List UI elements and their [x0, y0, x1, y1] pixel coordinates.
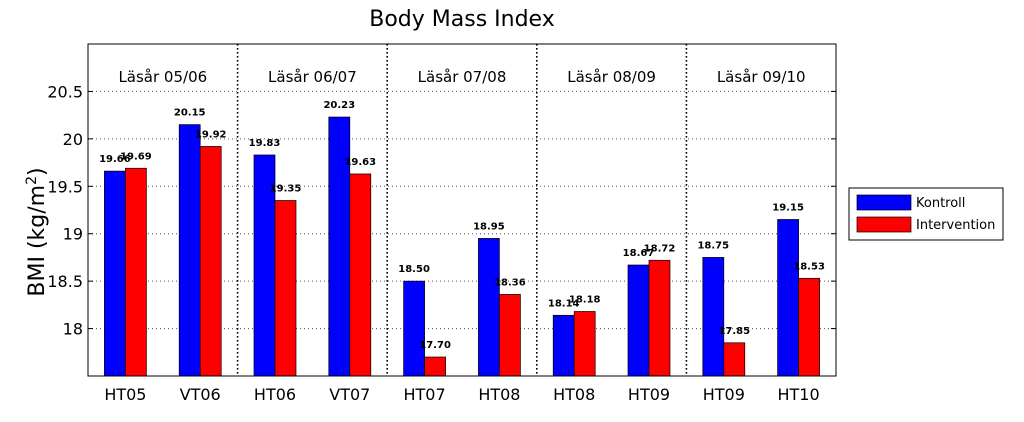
x-tick-label: HT08 — [478, 385, 520, 404]
x-tick-label: HT10 — [778, 385, 820, 404]
data-label-intervention: 19.63 — [344, 157, 376, 168]
data-label-kontroll: 18.50 — [398, 264, 430, 275]
bar-kontroll — [104, 170, 126, 377]
plot-frame — [87, 43, 837, 377]
y-tick-label: 18.5 — [47, 272, 83, 291]
data-label-kontroll: 19.66 — [99, 154, 131, 165]
bar-kontroll — [702, 257, 725, 377]
bar-kontroll — [777, 219, 799, 377]
bar-kontroll — [627, 264, 650, 377]
x-tick-label: HT07 — [404, 385, 446, 404]
y-axis-label: BMI (kg/m2) — [24, 167, 50, 296]
data-label-kontroll: 20.23 — [323, 100, 355, 111]
data-label-intervention: 19.69 — [120, 151, 152, 162]
data-label-kontroll: 20.15 — [174, 108, 206, 119]
bar-kontroll — [178, 124, 201, 377]
bar-intervention — [798, 277, 820, 377]
chart-title: Body Mass Index — [369, 7, 554, 32]
data-label-kontroll: 18.95 — [473, 221, 505, 232]
x-tick-label: HT09 — [628, 385, 670, 404]
legend-label-kontroll: Kontroll — [916, 196, 965, 211]
bar-kontroll — [552, 314, 575, 377]
y-tick-label: 20.5 — [47, 82, 83, 101]
data-label-kontroll: 18.75 — [697, 240, 729, 251]
period-separators — [236, 44, 688, 376]
bar-intervention — [499, 294, 521, 377]
bar-kontroll — [403, 280, 425, 377]
y-tick-label: 18 — [63, 320, 83, 339]
bar-kontroll — [328, 116, 351, 377]
data-label-intervention: 19.92 — [195, 129, 227, 140]
bar-intervention — [349, 173, 372, 377]
x-tick-labels: HT05 VT06 HT06 VT07 HT07 HT08 HT08 HT09 HT09 HT10 — [104, 385, 819, 404]
period-labels: Läsår 05/06 Läsår 06/07 Läsår 07/08 Läsår 0… — [118, 68, 805, 86]
bar-intervention — [274, 200, 297, 377]
legend-swatch-intervention — [856, 216, 912, 233]
bars — [104, 116, 820, 377]
period-label: Läsår 07/08 — [418, 68, 507, 86]
data-label-kontroll: 18.67 — [623, 248, 655, 259]
data-label-kontroll: 19.15 — [772, 202, 804, 213]
period-label: Läsår 09/10 — [717, 68, 806, 86]
period-label: Läsår 06/07 — [268, 68, 357, 86]
x-tick-label: VT07 — [329, 385, 370, 404]
data-label-intervention: 17.85 — [718, 326, 750, 337]
data-label-intervention: 18.53 — [793, 261, 825, 272]
data-label-intervention: 18.72 — [644, 243, 676, 254]
data-label-kontroll: 18.14 — [548, 298, 580, 309]
data-label-intervention: 17.70 — [419, 340, 451, 351]
y-tick-label: 19 — [63, 225, 83, 244]
bar-intervention — [648, 259, 671, 377]
legend-swatch-kontroll — [856, 194, 912, 211]
legend: Kontroll Intervention — [848, 187, 1004, 241]
x-tick-label: HT06 — [254, 385, 296, 404]
y-tick-label: 19.5 — [47, 177, 83, 196]
y-tick-label: 20 — [63, 130, 83, 149]
data-label-intervention: 18.18 — [569, 294, 601, 305]
x-tick-label: HT08 — [553, 385, 595, 404]
bar-intervention — [573, 311, 596, 377]
x-tick-label: HT09 — [703, 385, 745, 404]
x-tick-label: VT06 — [180, 385, 221, 404]
bar-intervention — [424, 356, 446, 377]
bar-intervention — [723, 342, 746, 377]
bar-intervention — [199, 146, 222, 377]
bar-kontroll — [478, 238, 500, 377]
legend-label-intervention: Intervention — [916, 218, 995, 233]
data-label-intervention: 19.35 — [270, 184, 302, 195]
data-label-intervention: 18.36 — [494, 277, 526, 288]
period-label: Läsår 05/06 — [118, 68, 207, 86]
period-label: Läsår 08/09 — [567, 68, 656, 86]
bar-intervention — [125, 167, 147, 377]
x-tick-label: HT05 — [104, 385, 146, 404]
data-label-kontroll: 19.83 — [249, 138, 281, 149]
y-tick-labels: 18 18.5 19 19.5 20 20.5 — [47, 82, 83, 338]
